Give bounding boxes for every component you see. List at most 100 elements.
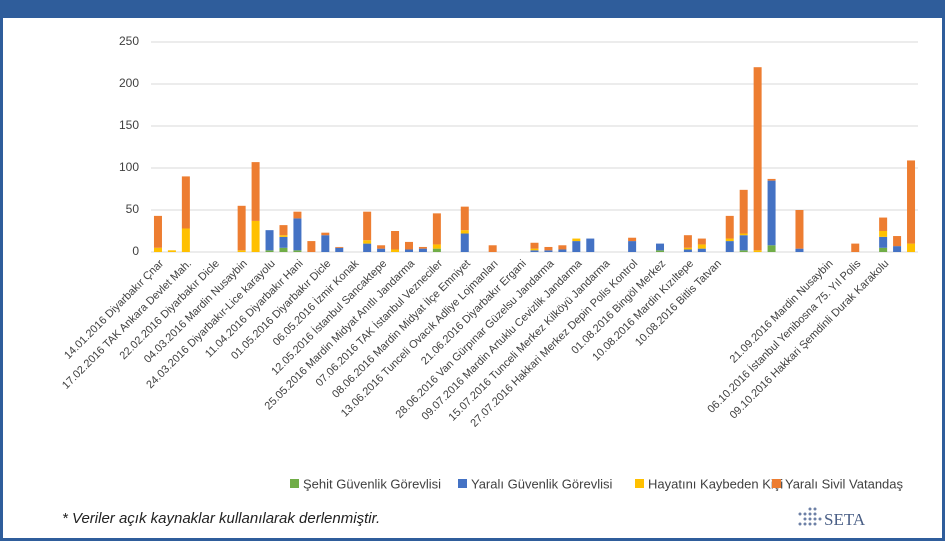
legend-swatch xyxy=(635,479,644,488)
bar-segment xyxy=(167,250,176,252)
bar-segment xyxy=(251,220,260,252)
bar-segment xyxy=(488,245,497,252)
bar-segment xyxy=(377,245,386,249)
bar-segment xyxy=(656,250,665,252)
bar-segment xyxy=(697,238,706,245)
bar-segment xyxy=(753,250,762,252)
y-tick-label: 50 xyxy=(126,202,140,216)
bar-segment xyxy=(460,230,469,234)
bar-segment xyxy=(279,247,288,252)
bar-segment xyxy=(544,250,553,252)
bar-segment xyxy=(153,247,162,252)
footnote: * Veriler açık kaynaklar kullanılarak de… xyxy=(62,510,380,527)
bar-segment xyxy=(725,215,734,239)
bar-segment xyxy=(432,248,441,252)
bar-segment xyxy=(795,248,804,252)
bar-segment xyxy=(739,189,748,234)
bar-segment xyxy=(851,243,860,252)
frame-left xyxy=(0,0,3,541)
bar-segment xyxy=(530,242,539,249)
bar-segment xyxy=(530,248,539,251)
y-tick-label: 100 xyxy=(119,160,139,174)
bar-segment xyxy=(558,245,567,250)
bar-segment xyxy=(683,235,692,248)
bar-segment xyxy=(363,240,372,244)
top-band xyxy=(0,0,945,18)
bar-segment xyxy=(879,236,888,248)
bar-segment xyxy=(683,249,692,252)
bar-segment xyxy=(739,235,748,251)
bar-segment xyxy=(558,249,567,252)
bar-segment xyxy=(293,250,302,252)
bar-segment xyxy=(879,247,888,252)
bar-segment xyxy=(753,67,762,251)
bar-segment xyxy=(767,178,776,181)
legend-swatch xyxy=(458,479,467,488)
bar-segment xyxy=(767,180,776,246)
bar-segment xyxy=(656,243,665,251)
bar-segment xyxy=(432,213,441,245)
bar-segment xyxy=(363,211,372,241)
y-tick-label: 150 xyxy=(119,118,139,132)
logo: SETA xyxy=(824,510,866,529)
bar-segment xyxy=(460,233,469,252)
bar-segment xyxy=(181,176,190,229)
bar-segment xyxy=(237,250,246,252)
bar-segment xyxy=(418,248,427,252)
legend-label: Şehit Güvenlik Görevlisi xyxy=(303,476,441,491)
bar-segment xyxy=(460,206,469,231)
bar-segment xyxy=(418,246,427,249)
bar-segment xyxy=(907,160,916,244)
bar-segment xyxy=(697,248,706,252)
bar-segment xyxy=(893,236,902,247)
bar-segment xyxy=(237,205,246,251)
bar-segment xyxy=(586,238,595,252)
bar-segment xyxy=(377,248,386,252)
bar-segment xyxy=(293,211,302,219)
bar-segment xyxy=(391,249,400,252)
y-tick-label: 0 xyxy=(132,244,139,258)
bar-segment xyxy=(893,246,902,252)
bar-segment xyxy=(879,217,888,231)
bar-segment xyxy=(683,247,692,250)
legend-label: Yaralı Güvenlik Görevlisi xyxy=(471,476,612,491)
bar-segment xyxy=(251,162,260,221)
bar-segment xyxy=(907,243,916,252)
legend-label: Yaralı Sivil Vatandaş xyxy=(785,476,904,491)
bar-segment xyxy=(432,244,441,249)
bar-segment xyxy=(530,250,539,252)
bar-segment xyxy=(265,230,274,251)
bar-segment xyxy=(404,241,413,250)
bar-segment xyxy=(363,243,372,252)
bar-segment xyxy=(279,236,288,248)
bar-segment xyxy=(279,225,288,236)
bar-segment xyxy=(725,238,734,242)
bar-segment xyxy=(181,228,190,252)
bar-segment xyxy=(307,241,316,252)
bar-segment xyxy=(153,215,162,248)
bar-segment xyxy=(335,247,344,252)
bar-segment xyxy=(391,231,400,250)
bar-segment xyxy=(628,241,637,252)
bar-segment xyxy=(725,241,734,252)
y-tick-label: 200 xyxy=(119,76,139,90)
y-tick-label: 250 xyxy=(119,34,139,48)
bar-segment xyxy=(628,237,637,242)
bar-segment xyxy=(279,235,288,237)
bar-segment xyxy=(767,245,776,252)
bar-segment xyxy=(321,235,330,252)
bar-segment xyxy=(404,249,413,252)
legend-swatch xyxy=(772,479,781,488)
frame-bottom xyxy=(0,538,945,541)
bar-segment xyxy=(795,210,804,249)
bar-segment xyxy=(879,231,888,237)
bar-segment xyxy=(544,246,553,251)
bar-segment xyxy=(739,233,748,236)
logo-dots xyxy=(798,507,822,526)
frame-right xyxy=(942,0,945,541)
bar-segment xyxy=(321,232,330,236)
bar-segment xyxy=(335,246,344,248)
bar-segment xyxy=(572,238,581,242)
